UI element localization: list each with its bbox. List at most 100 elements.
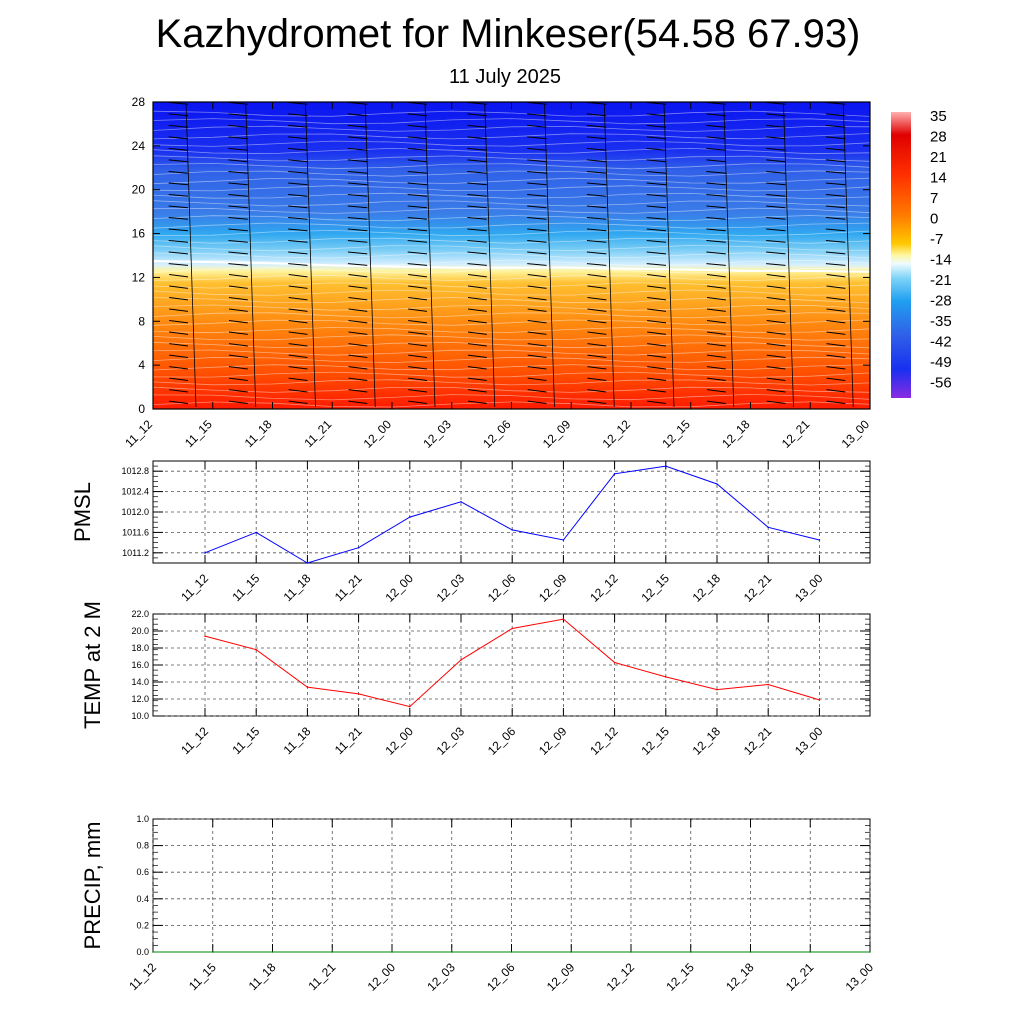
wind-barb: [527, 182, 547, 186]
wind-barb: [527, 354, 547, 358]
wind-barb: [766, 124, 786, 128]
x-tick-label: 12_03: [420, 417, 454, 451]
wind-barb: [527, 297, 547, 301]
wind-barb: [706, 136, 726, 140]
wind-barb: [587, 354, 607, 358]
wind-barb: [347, 228, 368, 232]
wind-barb: [527, 274, 547, 278]
wind-barb: [407, 113, 428, 117]
x-tick-label: 12_21: [741, 571, 775, 605]
wind-barb-staff: [305, 103, 316, 408]
x-tick-label: 11_18: [242, 417, 275, 450]
wind-barb: [586, 251, 607, 255]
wind-barb: [288, 366, 308, 370]
wind-barb: [467, 147, 487, 151]
x-tick-label: 11_12: [178, 571, 211, 604]
wind-barb: [527, 331, 547, 335]
x-tick-label: 13_00: [839, 417, 873, 451]
wind-barb: [527, 136, 547, 140]
wind-barb: [825, 263, 846, 266]
wind-barb: [168, 251, 189, 255]
wind-barb: [168, 240, 189, 243]
colorbar: 35 28 21 14 7 0 -7 -14 -21 -28 -35 -42 -49 -56: [891, 108, 952, 398]
y-tick-label: 18.0: [131, 643, 149, 653]
wind-barb: [169, 354, 189, 358]
wind-barb: [347, 217, 368, 220]
wind-barb: [168, 182, 189, 186]
wind-barb: [646, 263, 667, 266]
wind-barb: [587, 377, 607, 381]
y-tick-label: 0.0: [136, 947, 149, 957]
wind-barb: [408, 354, 428, 358]
wind-barb: [407, 101, 428, 105]
wind-barb: [407, 182, 428, 186]
wind-barb: [527, 228, 547, 232]
wind-barb: [228, 205, 248, 209]
x-tick-label: 12_03: [424, 960, 458, 994]
wind-barb: [228, 240, 248, 243]
wind-barb: [766, 101, 786, 105]
wind-barb: [347, 240, 368, 243]
y-tick-label: 24: [132, 139, 146, 153]
x-tick-label: 11_12: [178, 724, 211, 757]
wind-barb: [467, 101, 487, 105]
wind-barb: [527, 240, 547, 243]
wind-barb: [407, 147, 428, 151]
y-tick-label: 8: [138, 314, 145, 328]
wind-barb: [408, 308, 428, 312]
wind-barb: [228, 251, 248, 255]
wind-barb: [527, 389, 547, 393]
wind-barb: [408, 366, 428, 370]
wind-barb: [647, 377, 667, 381]
colorbar-scale: [891, 112, 911, 398]
wind-barb: [288, 274, 308, 278]
wind-barb: [347, 124, 368, 128]
data-point: [409, 705, 411, 708]
wind-barb: [228, 297, 248, 301]
wind-barb: [467, 354, 487, 358]
wind-barb: [646, 113, 667, 117]
wind-barb: [348, 297, 368, 301]
wind-barb: [527, 113, 547, 117]
x-tick-label: 12_00: [382, 571, 416, 605]
wind-barb: [706, 285, 726, 289]
data-point: [409, 516, 411, 518]
wind-barb: [228, 366, 248, 370]
wind-barb: [706, 400, 726, 404]
wind-barb: [586, 147, 607, 151]
wind-barb: [348, 308, 368, 312]
wind-barb: [407, 124, 428, 128]
colorbar-label: -14: [930, 252, 952, 269]
x-tick-label: 12_12: [600, 417, 634, 451]
x-tick-label: 11_12: [122, 417, 155, 450]
y-tick-label: 10.0: [131, 711, 149, 721]
wind-barb-staff: [783, 103, 794, 408]
wind-barb: [826, 331, 846, 335]
wind-barb: [527, 366, 547, 370]
wind-barb: [646, 136, 667, 140]
wind-barb: [766, 274, 786, 278]
x-tick-label: 12_03: [434, 724, 468, 758]
wind-barb: [348, 354, 368, 358]
wind-barb: [646, 182, 667, 186]
wind-barb: [228, 263, 248, 266]
y-tick-label: 14.0: [131, 677, 149, 687]
y-tick-label: 4: [138, 358, 145, 372]
wind-barb: [408, 377, 428, 381]
wind-barb: [706, 228, 726, 232]
wind-barb: [288, 228, 308, 232]
data-point: [562, 539, 565, 541]
wind-barb: [766, 343, 786, 347]
chart-title: Kazhydromet for Minkeser(54.58 67.93): [156, 12, 861, 56]
wind-barb: [467, 343, 487, 347]
wind-barb: [706, 124, 726, 128]
wind-barb: [766, 308, 786, 312]
wind-barb: [467, 320, 487, 324]
wind-barb: [706, 113, 726, 117]
wind-barb: [706, 182, 726, 186]
x-tick-label: 12_09: [544, 960, 578, 994]
x-tick-label: 11_12: [126, 960, 159, 993]
wind-barb: [169, 320, 189, 324]
y-tick-label: 0.6: [136, 867, 149, 877]
wind-barb: [766, 400, 786, 404]
